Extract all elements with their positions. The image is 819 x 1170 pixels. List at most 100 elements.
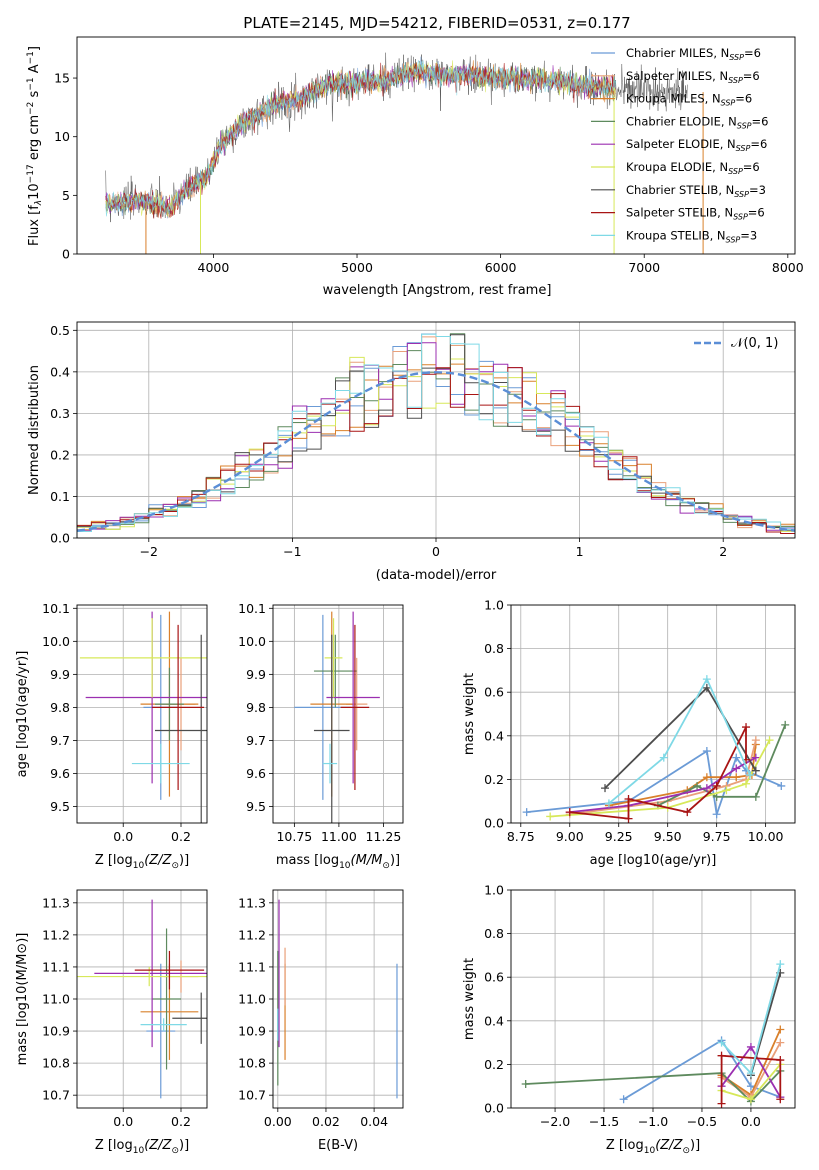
weight-marker [742,779,751,788]
x-tick-label: 10.75 [276,829,312,844]
x-tick-label: 0.0 [741,1114,761,1129]
x-tick-label: 0.04 [360,1114,388,1129]
x-tick-label: −2 [140,544,158,559]
weight-marker [777,781,786,790]
y-tick-label: 9.6 [50,766,70,781]
weight-marker [776,1095,785,1104]
y-tick-label: 9.8 [246,700,266,715]
y-tick-label: 0.5 [50,323,70,338]
weight-series [623,1039,781,1101]
plot-area [511,890,795,1108]
plot-area [77,322,795,538]
y-tick-label: 0.2 [484,772,504,787]
axes-weight-vs-age: 8.75 9.00 9.25 9.50 9.75 10.00 0.0 0.2 0.4 0.6 0.8… [484,598,796,844]
x-tick-label: 11.00 [321,829,357,844]
y-tick-label: 0.3 [50,406,70,421]
x-tick-label: 4000 [198,260,230,275]
legend-entry: Chabrier ELODIE, NSSP=6 [626,114,768,130]
x-tick-label: 1 [576,544,584,559]
y-tick-label: 10.7 [238,1088,266,1103]
weight-marker [702,773,711,782]
weight-marker [717,1051,726,1060]
weight-series [720,1054,782,1104]
plot-area [105,52,704,254]
weight-series [608,677,751,805]
y-tick-label: 0.4 [484,1013,504,1028]
axes-frame [272,604,404,824]
x-tick-label: −0.5 [687,1114,717,1129]
weight-marker [751,736,760,745]
x-tick-label: 2 [719,544,727,559]
y-axis-label: age [log10(age/yr)] [15,651,30,778]
y-tick-label: 1.0 [484,598,504,613]
y-axis-label: mass weight [462,673,477,755]
weight-marker [746,1069,755,1078]
weight-marker [683,808,692,817]
y-tick-label: 0.0 [484,1101,504,1116]
axes-frame [76,36,796,255]
legend-entry: Kroupa STELIB, NSSP=3 [626,228,757,244]
x-axis-label: Z [log10(Z/Z⊙)] [95,1138,189,1156]
x-tick-label: 10.00 [748,829,784,844]
y-tick-label: 9.9 [246,667,266,682]
weight-marker [751,792,760,801]
weight-marker [624,814,633,823]
weight-marker [565,808,574,817]
weight-marker [717,1038,726,1047]
plot-area [77,605,207,823]
y-tick-label: 10.7 [42,1088,70,1103]
legend-entry: Salpeter STELIB, NSSP=6 [626,206,765,222]
weight-marker [693,781,702,790]
y-tick-label: 11.1 [238,959,266,974]
y-tick-label: 10.1 [238,601,266,616]
axes-frame [76,889,208,1109]
y-tick-label: 0.8 [484,926,504,941]
histogram-series [77,333,795,538]
y-tick-label: 9.9 [50,667,70,682]
x-tick-label: 11.25 [366,829,402,844]
y-tick-label: 11.2 [238,927,266,942]
y-tick-label: 9.5 [246,799,266,814]
x-axis-label: wavelength [Angstrom, rest frame] [323,283,552,298]
axes-spectrum: 4000 5000 6000 7000 8000 0 5 10 15 [54,36,804,275]
plot-area [511,605,795,823]
y-tick-label: 9.8 [50,700,70,715]
x-tick-label: 9.25 [605,829,633,844]
x-tick-label: 5000 [341,260,373,275]
y-tick-label: 9.5 [50,799,70,814]
y-tick-label: 0.0 [50,531,70,546]
axes-mass-vs-Z: 0.0 0.2 10.7 10.8 10.9 11.0 11.1 11.2 11.3 [42,889,208,1129]
x-tick-label: 8.75 [507,829,535,844]
x-tick-label: 9.50 [654,829,682,844]
x-tick-label: 0.2 [171,829,191,844]
y-tick-label: 11.1 [42,959,70,974]
y-tick-label: 15 [54,71,70,86]
axes-frame [510,889,796,1109]
y-tick-label: 0.1 [50,489,70,504]
weight-marker [776,960,785,969]
y-tick-label: 10.8 [238,1056,266,1071]
plot-area [273,890,403,1108]
weight-marker [712,781,721,790]
axes-age-vs-mass: 10.75 11.00 11.25 9.5 9.6 9.7 9.8 9.9 10.0 10.1 [238,601,404,844]
weight-marker [624,795,633,804]
weight-marker [732,753,741,762]
x-tick-label: −1.0 [638,1114,668,1129]
y-tick-label: 10.1 [42,601,70,616]
weight-marker [746,1042,755,1051]
x-axis-label: Z [log10(Z/Z⊙)] [95,853,189,871]
axes-mass-vs-ebv: 0.00 0.02 0.04 10.7 10.8 10.9 11.0 11.1 11.2 11.3 [238,889,404,1129]
x-axis-label: Z [log10(Z/Z⊙)] [606,1138,700,1156]
axes-frame [76,321,796,539]
y-tick-label: 1.0 [484,883,504,898]
y-tick-label: 0.4 [484,728,504,743]
legend-entry: Kroupa MILES, NSSP=6 [626,92,752,108]
x-tick-label: −2.0 [540,1114,570,1129]
y-axis-label: mass weight [462,958,477,1040]
axes-frame [272,889,404,1109]
x-axis-label: E(B-V) [318,1138,358,1153]
weight-marker [522,808,531,817]
y-tick-label: 11.3 [42,895,70,910]
weight-series [525,1070,781,1103]
